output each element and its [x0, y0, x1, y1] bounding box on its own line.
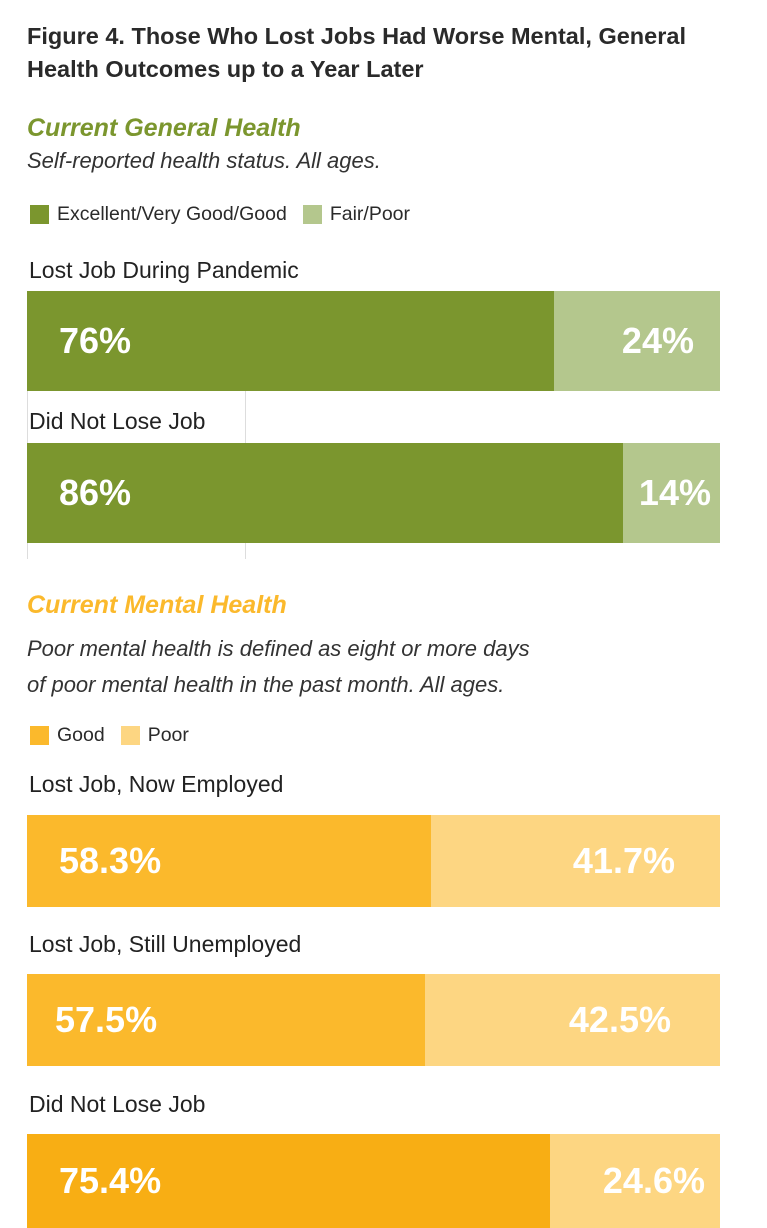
- legend-swatch-fair-poor: [302, 205, 322, 224]
- category-label-did-not-lose-job: Did Not Lose Job: [29, 408, 206, 434]
- data-label: 57.5%: [55, 999, 158, 1040]
- legend-swatch-good: [30, 726, 49, 745]
- legend-label-excellent-good: Excellent/Very Good/Good: [57, 203, 287, 225]
- data-label: 86%: [59, 472, 132, 513]
- bar-segment-poor: 41.7%: [431, 815, 720, 907]
- legend-swatch-poor: [120, 726, 140, 745]
- legend-item-good: Good: [30, 724, 105, 747]
- data-label: 42.5%: [568, 999, 671, 1040]
- bar-segment-poor: 14%: [622, 443, 720, 543]
- category-label-lost-job-during-pandemic: Lost Job During Pandemic: [29, 257, 299, 283]
- data-label: 14%: [638, 472, 711, 513]
- bar-segment-poor: 24%: [553, 291, 720, 391]
- data-label: 75.4%: [59, 1160, 162, 1201]
- legend-label-poor: Poor: [147, 724, 189, 746]
- mental-health-subtitle-line1: Poor mental health is defined as eight o…: [27, 636, 530, 661]
- bar-segment-good: 75.4%: [27, 1134, 550, 1228]
- data-label: 24.6%: [602, 1160, 705, 1201]
- bar-segment-good: 58.3%: [27, 815, 432, 907]
- general-health-title: Current General Health: [27, 114, 301, 142]
- category-label-lost-job-still-unemployed: Lost Job, Still Unemployed: [29, 931, 302, 957]
- legend-item-poor: Poor: [120, 724, 189, 747]
- category-label-did-not-lose-job-mental: Did Not Lose Job: [29, 1091, 206, 1117]
- bar-lost-job-during-pandemic: 76% 24%: [27, 291, 720, 391]
- mental-health-subtitle-line2: of poor mental health in the past month.…: [27, 672, 505, 697]
- bar-segment-good: 86%: [27, 443, 623, 543]
- data-label: 58.3%: [59, 840, 162, 881]
- data-label: 24%: [621, 320, 694, 361]
- figure-title: Figure 4. Those Who Lost Jobs Had Worse …: [27, 23, 686, 82]
- bar-did-not-lose-job-mental: 75.4% 24.6%: [27, 1134, 720, 1228]
- legend-item-excellent-good: Excellent/Very Good/Good: [30, 203, 287, 226]
- bar-lost-job-still-unemployed: 57.5% 42.5%: [27, 974, 720, 1066]
- mental-health-title: Current Mental Health: [27, 591, 287, 619]
- data-label: 41.7%: [572, 840, 675, 881]
- bar-did-not-lose-job-general: 86% 14%: [27, 443, 720, 543]
- bar-segment-good: 76%: [27, 291, 554, 391]
- legend-label-fair-poor: Fair/Poor: [329, 203, 411, 225]
- legend-item-fair-poor: Fair/Poor: [302, 203, 411, 226]
- bar-segment-poor: 42.5%: [425, 974, 720, 1066]
- general-health-subtitle: Self-reported health status. All ages.: [27, 148, 381, 173]
- bar-segment-good: 57.5%: [27, 974, 426, 1066]
- mental-health-legend: Good Poor: [30, 724, 205, 747]
- bar-segment-poor: 24.6%: [549, 1134, 720, 1228]
- category-label-lost-job-now-employed: Lost Job, Now Employed: [29, 771, 284, 797]
- legend-label-good: Good: [57, 724, 105, 746]
- general-health-legend: Excellent/Very Good/Good Fair/Poor: [30, 203, 426, 226]
- bar-lost-job-now-employed: 58.3% 41.7%: [27, 815, 720, 907]
- legend-swatch-excellent-good: [30, 205, 49, 224]
- data-label: 76%: [59, 320, 132, 361]
